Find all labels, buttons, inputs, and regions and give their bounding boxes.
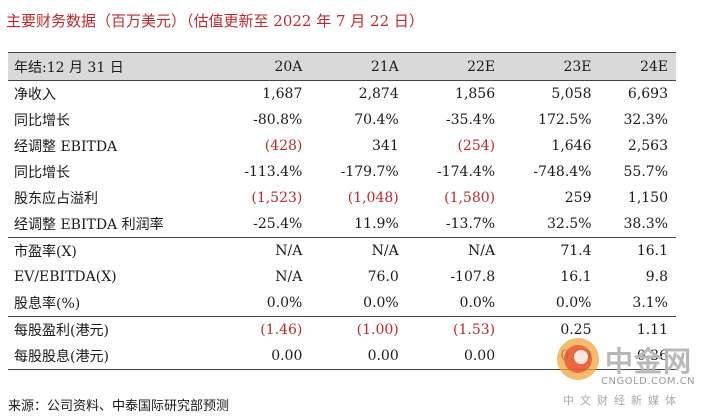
row-label: 市盈率(X) — [8, 237, 214, 264]
cell-value: N/A — [406, 237, 504, 264]
header-col: 21A — [310, 52, 407, 81]
cell-value: (1,048) — [347, 190, 399, 206]
cell-value: (1.53) — [406, 316, 504, 343]
cell-value: 0.00 — [310, 343, 407, 370]
cell-value: -748.4% — [533, 164, 592, 180]
cell-value: (1.46) — [214, 316, 311, 343]
cell-value: -80.8% — [253, 112, 303, 128]
cell-value: 341 — [372, 138, 399, 154]
cell-value: 1.11 — [599, 316, 676, 343]
cell-value: N/A — [275, 269, 303, 285]
watermark: 中金网 CNGOLD.COM.CN 中文财经新媒体 — [555, 336, 703, 412]
cell-value: 76.0 — [367, 269, 399, 285]
cell-value: 71.4 — [503, 237, 600, 264]
row-label: 净收入 — [14, 87, 56, 103]
header-col: 24E — [599, 52, 676, 81]
table-row: 同比增长 -113.4% -179.7% -174.4% -748.4% 55.7% — [8, 159, 676, 185]
table-row: 市盈率(X) N/A N/A N/A 71.4 16.1 — [8, 237, 676, 264]
header-label: 年结:12 月 31 日 — [8, 52, 214, 81]
cell-value: 70.4% — [354, 112, 399, 128]
header-col: 22E — [406, 52, 504, 81]
cell-value: (428) — [264, 138, 303, 154]
cell-value: N/A — [214, 237, 311, 264]
table-row: 每股股息(港元)0.000.000.000.000.36 — [8, 343, 676, 370]
cell-value: 11.9% — [354, 216, 399, 232]
cell-value: 16.1 — [560, 269, 592, 285]
cngold-logo-icon — [557, 338, 599, 380]
cell-value: -179.7% — [340, 164, 399, 180]
header-col: 23E — [503, 52, 600, 81]
source-note: 来源：公司资料、中泰国际研究部预测 — [8, 399, 230, 414]
table-row: 净收入 1,687 2,874 1,856 5,058 6,693 — [8, 81, 676, 108]
cell-value: 1,856 — [455, 86, 496, 102]
row-label: 经调整 EBITDA — [14, 139, 118, 155]
cell-value: 16.1 — [599, 237, 676, 264]
cell-value: (1,523) — [251, 190, 303, 206]
cell-value: 0.00 — [406, 343, 504, 370]
cell-value: 2,874 — [358, 86, 399, 102]
row-label: 每股股息(港元) — [8, 343, 214, 370]
cell-value: 0.0% — [459, 295, 496, 311]
cell-value: (1,580) — [444, 190, 496, 206]
table-row: 经调整 EBITDA (428) 341 (254) 1,646 2,563 — [8, 133, 676, 159]
table-header-row: 年结:12 月 31 日 20A 21A 22E 23E 24E — [8, 52, 676, 81]
cell-value: -25.4% — [253, 216, 303, 232]
row-label: 经调整 EBITDA 利润率 — [14, 217, 164, 233]
cell-value: 1,150 — [627, 190, 668, 206]
row-label: EV/EBITDA(X) — [14, 269, 117, 285]
cell-value: 0.0% — [555, 295, 592, 311]
row-label: 每股盈利(港元) — [8, 316, 214, 343]
cell-value: 32.3% — [623, 112, 668, 128]
row-label: 股息率(%) — [14, 296, 81, 312]
table-row: 同比增长 -80.8% 70.4% -35.4% 172.5% 32.3% — [8, 107, 676, 133]
cell-value: -113.4% — [244, 164, 303, 180]
cell-value: 259 — [564, 190, 592, 206]
watermark-name: 中金网 — [605, 345, 693, 378]
cell-value: -35.4% — [445, 112, 496, 128]
report-title: 主要财务数据（百万美元）（估值更新至 2022 年 7 月 22 日） — [6, 12, 424, 30]
watermark-url: CNGOLD.COM.CN — [601, 376, 696, 387]
table-row: 股息率(%) 0.0% 0.0% 0.0% 0.0% 3.1% — [8, 290, 676, 317]
table-row: 经调整 EBITDA 利润率 -25.4% 11.9% -13.7% 32.5% 38.3… — [8, 211, 676, 238]
cell-value: N/A — [310, 237, 407, 264]
cell-value: 38.3% — [623, 216, 668, 232]
financial-table: 年结:12 月 31 日 20A 21A 22E 23E 24E 净收入 1,68… — [8, 52, 676, 370]
cell-value: -107.8 — [450, 269, 496, 285]
row-label: 同比增长 — [14, 165, 70, 181]
cell-value: 172.5% — [538, 112, 592, 128]
cell-value: (254) — [457, 138, 496, 154]
cell-value: 32.5% — [547, 216, 592, 232]
cell-value: 5,058 — [551, 86, 592, 102]
header-col: 20A — [214, 52, 311, 81]
cell-value: 55.7% — [623, 164, 668, 180]
cell-value: 0.00 — [214, 343, 311, 370]
cell-value: 6,693 — [627, 86, 668, 102]
cell-value: 0.36 — [599, 343, 676, 370]
watermark-tagline: 中文财经新媒体 — [563, 394, 682, 407]
cell-value: 2,563 — [627, 138, 668, 154]
table-row: 股东应占溢利 (1,523) (1,048) (1,580) 259 1,150 — [8, 185, 676, 211]
row-label: 股东应占溢利 — [14, 191, 98, 207]
row-label: 同比增长 — [14, 113, 70, 129]
cell-value: 9.8 — [645, 269, 668, 285]
cell-value: -13.7% — [445, 216, 496, 232]
cell-value: -174.4% — [437, 164, 496, 180]
cell-value: 0.0% — [266, 295, 303, 311]
cell-value: 3.1% — [632, 295, 668, 311]
cell-value: (1.00) — [310, 316, 407, 343]
table-row: 每股盈利(港元) (1.46) (1.00) (1.53) 0.25 1.11 — [8, 316, 676, 343]
cell-value: 0.25 — [503, 316, 600, 343]
cell-value: 1,687 — [262, 86, 303, 102]
table-row: EV/EBITDA(X) N/A 76.0 -107.8 16.1 9.8 — [8, 264, 676, 290]
cell-value: 0.0% — [363, 295, 399, 311]
cell-value: 1,646 — [551, 138, 592, 154]
